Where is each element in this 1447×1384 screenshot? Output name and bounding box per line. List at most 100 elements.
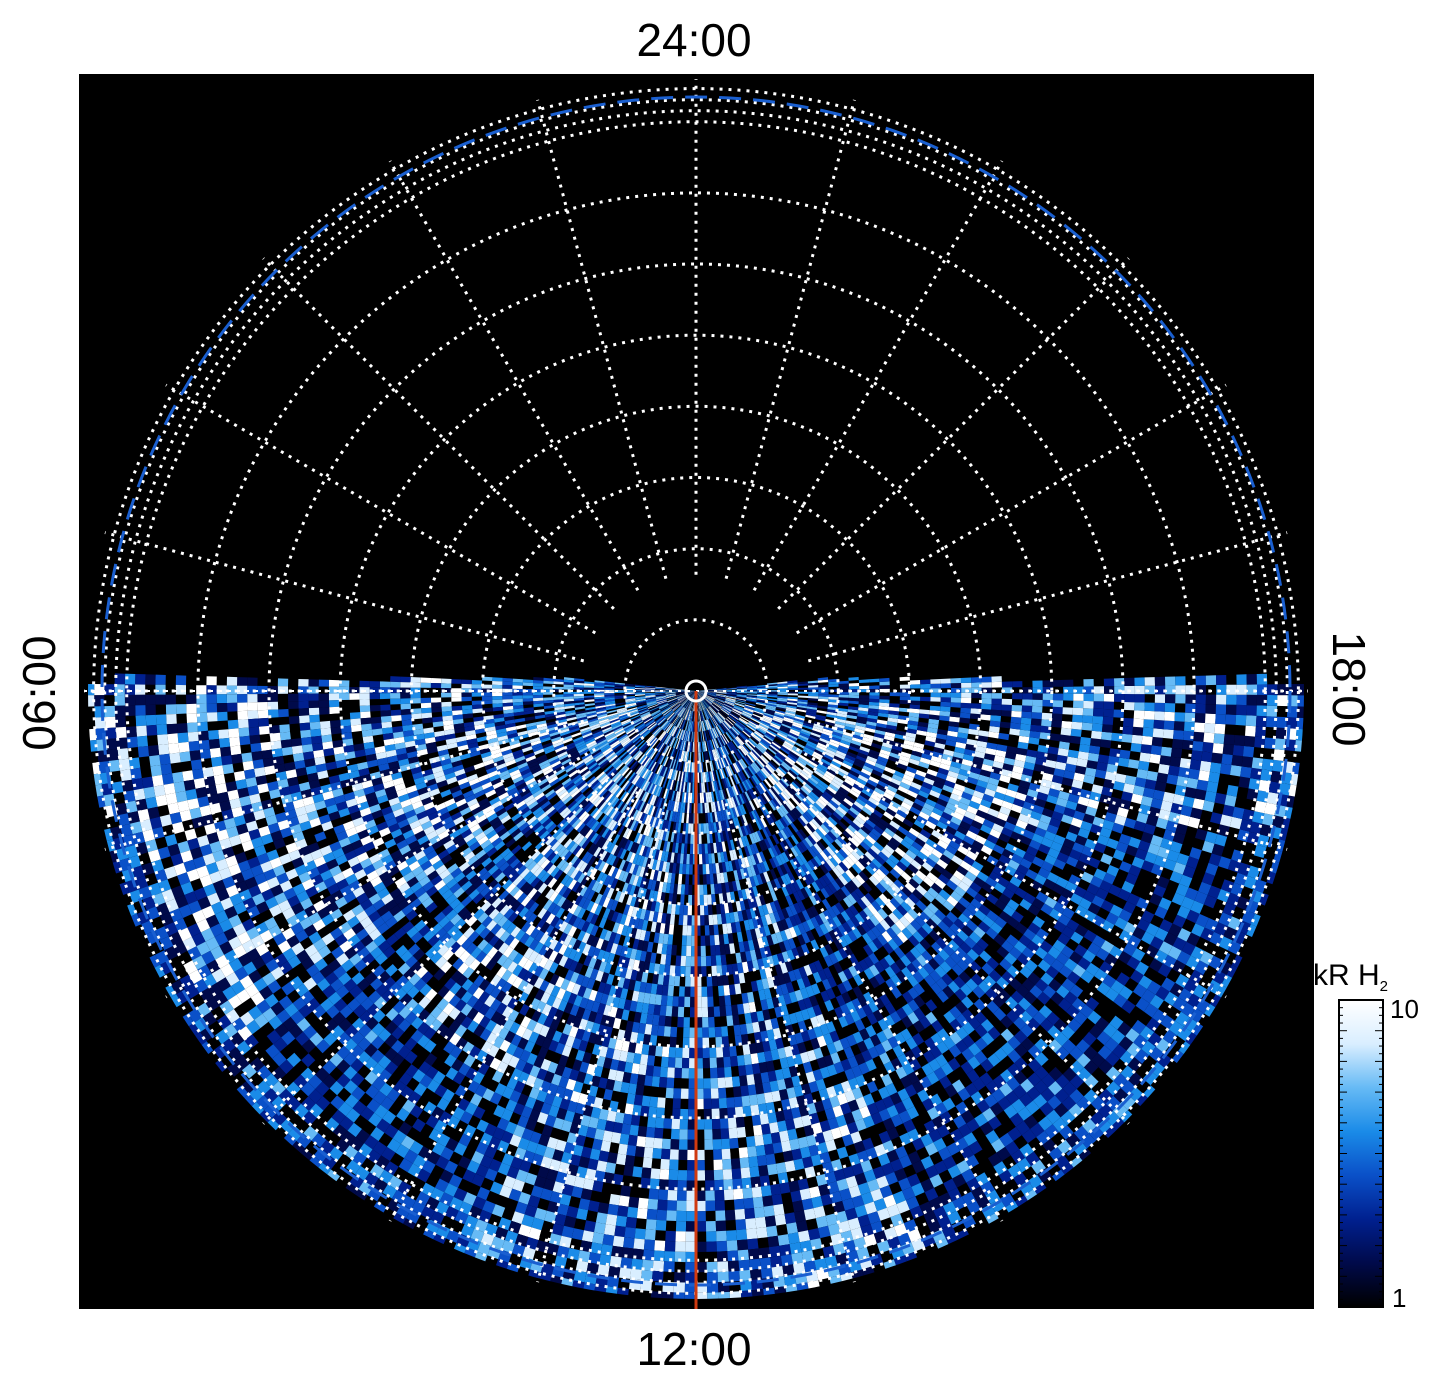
emission-cell <box>617 711 628 716</box>
emission-cell <box>748 1156 759 1168</box>
emission-cell <box>149 816 163 830</box>
emission-cell <box>702 1027 709 1038</box>
emission-cell <box>594 734 605 741</box>
emission-cell <box>463 765 475 774</box>
emission-cell <box>358 767 370 777</box>
emission-cell <box>666 694 677 698</box>
emission-cell <box>471 692 482 697</box>
emission-cell <box>193 887 207 901</box>
emission-cell <box>629 712 640 718</box>
emission-cell <box>383 811 396 822</box>
emission-cell <box>655 694 666 696</box>
emission-cell <box>302 796 315 807</box>
emission-cell <box>291 857 305 869</box>
emission-cell <box>536 723 547 729</box>
emission-cell <box>483 715 494 721</box>
emission-cell <box>474 724 486 730</box>
emission-cell <box>736 1229 748 1241</box>
emission-cell <box>280 739 292 749</box>
emission-cell <box>369 803 382 814</box>
emission-cell <box>649 1096 659 1108</box>
emission-cell <box>597 713 608 718</box>
emission-cell <box>645 688 656 690</box>
emission-cell <box>583 685 595 688</box>
emission-cell <box>636 702 647 707</box>
emission-cell <box>347 804 360 815</box>
emission-cell <box>635 696 646 699</box>
emission-cell <box>666 1077 675 1089</box>
emission-cell <box>361 780 374 789</box>
emission-cell <box>619 1133 630 1145</box>
emission-cell <box>574 740 585 747</box>
emission-cell <box>318 700 330 708</box>
emission-cell <box>442 715 453 722</box>
emission-cell <box>390 698 401 705</box>
emission-cell <box>675 1047 683 1058</box>
emission-cell <box>531 742 543 750</box>
emission-cell <box>748 1248 760 1260</box>
emission-cell <box>490 777 502 786</box>
emission-cell <box>332 847 345 859</box>
emission-cell <box>261 888 275 902</box>
emission-cell <box>677 1190 687 1201</box>
emission-cell <box>705 935 711 946</box>
emission-cell <box>686 691 696 696</box>
emission-cell <box>677 1016 684 1028</box>
emission-cell <box>344 850 357 861</box>
emission-cell <box>135 842 148 856</box>
emission-cell <box>135 705 146 716</box>
emission-cell <box>202 853 216 866</box>
emission-cell <box>579 726 591 733</box>
emission-cell <box>649 706 659 712</box>
emission-cell <box>655 694 666 697</box>
emission-cell <box>502 692 513 696</box>
emission-cell <box>698 803 701 814</box>
emission-cell <box>661 985 669 996</box>
emission-cell <box>125 879 139 893</box>
emission-cell <box>170 853 184 867</box>
emission-cell <box>217 711 228 722</box>
emission-cell <box>558 753 569 761</box>
emission-cell <box>726 1240 738 1252</box>
emission-cell <box>588 1200 600 1213</box>
emission-cell <box>559 730 571 737</box>
emission-cell <box>483 785 495 794</box>
emission-cell <box>166 714 177 725</box>
emission-cell <box>612 724 622 730</box>
emission-cell <box>262 757 275 768</box>
emission-cell <box>483 759 495 767</box>
emission-cell <box>714 1179 724 1191</box>
emission-cell <box>379 681 391 688</box>
emission-cell <box>594 700 605 704</box>
emission-cell <box>192 909 206 924</box>
emission-cell <box>190 759 203 771</box>
emission-cell <box>543 680 554 684</box>
emission-cell <box>431 702 442 708</box>
emission-cell <box>740 1167 751 1179</box>
emission-cell <box>703 1078 711 1089</box>
emission-cell <box>401 719 413 726</box>
emission-cell <box>560 733 572 739</box>
emission-cell <box>676 693 686 696</box>
emission-cell <box>436 780 448 789</box>
emission-cell <box>388 760 400 769</box>
emission-cell <box>614 1225 626 1238</box>
emission-cell <box>621 719 632 726</box>
emission-cell <box>704 904 709 916</box>
emission-cell <box>428 788 441 797</box>
emission-cell <box>167 802 180 815</box>
emission-cell <box>208 738 220 749</box>
emission-cell <box>420 682 431 688</box>
emission-cell <box>659 1169 670 1180</box>
emission-cell <box>655 696 666 699</box>
emission-cell <box>155 836 168 850</box>
emission-cell <box>152 892 166 907</box>
emission-cell <box>250 864 264 877</box>
emission-cell <box>609 716 620 722</box>
emission-cell <box>328 811 341 821</box>
emission-cell <box>445 738 457 745</box>
emission-cell <box>624 683 636 686</box>
emission-cell <box>298 781 311 792</box>
emission-cell <box>581 1230 594 1243</box>
emission-cell <box>681 945 687 956</box>
